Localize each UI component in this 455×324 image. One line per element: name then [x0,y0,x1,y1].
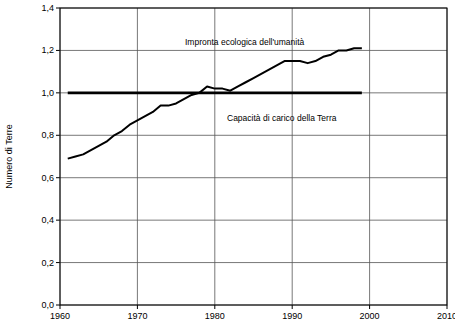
series-annotation: Impronta ecologica dell'umanità [185,37,305,47]
x-grid-line [292,8,293,305]
x-tick [447,305,448,309]
x-tick [214,305,215,309]
x-tick-label: 1990 [282,311,302,321]
x-tick [60,305,61,309]
y-tick [56,177,60,178]
y-tick-label: 1,4 [41,3,54,13]
y-grid-line [60,50,447,51]
y-tick [56,92,60,93]
x-grid-line [369,8,370,305]
x-tick [137,305,138,309]
y-grid-line [60,220,447,221]
y-tick-label: 0,6 [41,173,54,183]
plot-frame [60,8,447,305]
y-tick [56,262,60,263]
y-grid-line [60,177,447,178]
x-tick [292,305,293,309]
y-tick-label: 0,4 [41,215,54,225]
y-tick-label: 0,0 [41,300,54,310]
y-grid-line [60,92,447,93]
y-tick [56,305,60,306]
y-axis-label: Numero di Terre [4,124,14,188]
x-grid-line [137,8,138,305]
series-group [68,48,362,158]
y-tick [56,135,60,136]
y-tick [56,220,60,221]
y-tick [56,50,60,51]
series-line [68,48,362,158]
y-tick-label: 1,0 [41,88,54,98]
x-tick-label: 1970 [127,311,147,321]
grid: 0,0 0,2 0,4 0,6 0,8 1,0 1,2 1,4 1960 1970 1980 1990… [41,3,455,321]
x-tick-label: 1980 [205,311,225,321]
x-tick-label: 1960 [50,311,70,321]
series-annotation: Capacità di carico della Terra [227,113,337,123]
series-line [68,92,362,95]
x-grid-line [214,8,215,305]
y-tick-label: 1,2 [41,45,54,55]
y-grid-line [60,262,447,263]
y-grid-line [60,135,447,136]
y-tick-label: 0,2 [41,258,54,268]
y-tick [56,8,60,9]
x-tick-label: 2010 [437,311,455,321]
x-tick-label: 2000 [360,311,380,321]
y-tick-label: 0,8 [41,130,54,140]
x-tick [369,305,370,309]
chart: 0,0 0,2 0,4 0,6 0,8 1,0 1,2 1,4 1960 1970 1980 1990… [0,0,455,324]
